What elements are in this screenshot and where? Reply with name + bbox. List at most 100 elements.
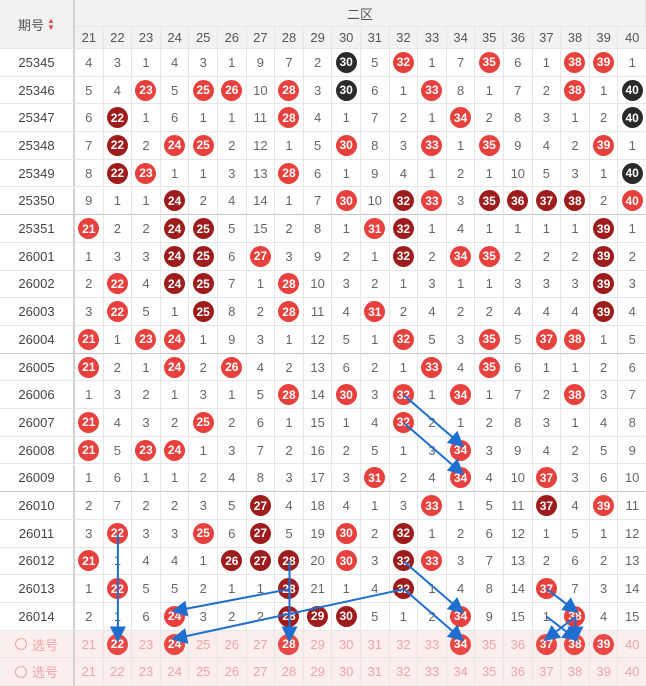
select-cell-27[interactable]: 27 xyxy=(246,630,276,659)
select-cell-24[interactable]: 24 xyxy=(160,658,190,686)
select-cell-25[interactable]: 25 xyxy=(189,630,218,659)
column-header-23[interactable]: 23 xyxy=(132,27,161,49)
radio-icon[interactable] xyxy=(14,638,27,651)
select-cell-30[interactable]: 30 xyxy=(332,658,361,686)
select-cell-34[interactable]: 34 xyxy=(446,658,476,686)
select-cell-22[interactable]: 22 xyxy=(103,658,133,686)
number-ball: 24 xyxy=(164,605,186,627)
select-cell-25[interactable]: 25 xyxy=(189,658,218,686)
column-header-31[interactable]: 31 xyxy=(361,27,390,49)
table-cell: 23 xyxy=(132,326,161,354)
table-cell: 23 xyxy=(132,76,161,105)
select-cell-28[interactable]: 28 xyxy=(275,658,304,686)
column-header-40[interactable]: 40 xyxy=(618,27,646,49)
select-cell-26[interactable]: 26 xyxy=(218,630,247,659)
table-cell: 1 xyxy=(332,104,361,133)
select-cell-40[interactable]: 40 xyxy=(618,630,646,659)
select-cell-29[interactable]: 29 xyxy=(303,658,333,686)
select-row-label[interactable]: 选号 xyxy=(0,630,75,659)
select-cell-21[interactable]: 21 xyxy=(75,630,104,659)
table-cell: 3 xyxy=(446,187,476,216)
select-cell-38[interactable]: 38 xyxy=(561,630,590,659)
column-header-32[interactable]: 32 xyxy=(389,27,419,49)
table-cell: 4 xyxy=(103,409,133,437)
column-header-35[interactable]: 35 xyxy=(475,27,504,49)
table-cell: 34 xyxy=(446,242,476,271)
number-ball: 22 xyxy=(106,134,128,156)
column-header-36[interactable]: 36 xyxy=(504,27,533,49)
sort-updown-icon[interactable]: ▲ ▼ xyxy=(47,16,55,32)
select-cell-35[interactable]: 35 xyxy=(475,658,504,686)
table-cell: 22 xyxy=(103,132,133,160)
number-ball: 30 xyxy=(335,190,357,212)
table-cell: 1 xyxy=(418,159,447,188)
table-cell: 1 xyxy=(618,49,646,77)
select-cell-29[interactable]: 29 xyxy=(303,630,333,659)
number-ball: 33 xyxy=(421,79,443,101)
select-cell-31[interactable]: 31 xyxy=(361,658,390,686)
issue-number: 25348 xyxy=(0,132,75,160)
table-cell: 4 xyxy=(332,492,361,520)
number-ball: 40 xyxy=(621,79,643,101)
column-header-24[interactable]: 24 xyxy=(160,27,190,49)
table-cell: 37 xyxy=(532,575,562,603)
column-header-39[interactable]: 39 xyxy=(589,27,619,49)
number-ball: 27 xyxy=(249,550,271,572)
select-cell-34[interactable]: 34 xyxy=(446,630,476,659)
table-cell: 2 xyxy=(561,242,590,271)
select-cell-30[interactable]: 30 xyxy=(332,630,361,659)
select-cell-37[interactable]: 37 xyxy=(532,658,562,686)
select-cell-40[interactable]: 40 xyxy=(618,658,646,686)
number-ball: 40 xyxy=(621,190,643,212)
number-ball: 22 xyxy=(106,578,128,600)
table-cell: 4 xyxy=(532,298,562,326)
column-header-26[interactable]: 26 xyxy=(218,27,247,49)
select-cell-23[interactable]: 23 xyxy=(132,630,161,659)
column-header-34[interactable]: 34 xyxy=(446,27,476,49)
select-label: 选号 xyxy=(31,637,58,653)
number-ball: 24 xyxy=(164,356,186,378)
select-cell-36[interactable]: 36 xyxy=(504,658,533,686)
table-cell: 2 xyxy=(532,76,562,105)
number-ball: 31 xyxy=(364,218,386,240)
select-cell-38[interactable]: 38 xyxy=(561,658,590,686)
column-header-27[interactable]: 27 xyxy=(246,27,276,49)
select-cell-32[interactable]: 32 xyxy=(389,658,419,686)
select-cell-27[interactable]: 27 xyxy=(246,658,276,686)
issue-header[interactable]: 期号 ▲ ▼ xyxy=(0,0,75,49)
select-cell-24[interactable]: 24 xyxy=(160,630,190,659)
table-cell: 22 xyxy=(103,298,133,326)
table-cell: 11 xyxy=(618,492,646,520)
number-ball: 28 xyxy=(278,578,300,600)
select-cell-22[interactable]: 22 xyxy=(103,630,133,659)
select-cell-23[interactable]: 23 xyxy=(132,658,161,686)
select-cell-31[interactable]: 31 xyxy=(361,630,390,659)
column-header-29[interactable]: 29 xyxy=(303,27,333,49)
select-cell-35[interactable]: 35 xyxy=(475,630,504,659)
column-header-28[interactable]: 28 xyxy=(275,27,304,49)
column-header-38[interactable]: 38 xyxy=(561,27,590,49)
select-cell-26[interactable]: 26 xyxy=(218,658,247,686)
radio-icon[interactable] xyxy=(14,665,27,678)
select-row-label[interactable]: 选号 xyxy=(0,658,75,686)
select-cell-28[interactable]: 28 xyxy=(275,630,304,659)
select-cell-33[interactable]: 33 xyxy=(418,658,447,686)
table-cell: 8 xyxy=(618,409,646,437)
table-cell: 33 xyxy=(418,76,447,105)
table-cell: 7 xyxy=(218,270,247,299)
number-ball: 24 xyxy=(164,273,186,295)
table-cell: 2 xyxy=(103,215,133,243)
column-header-25[interactable]: 25 xyxy=(189,27,218,49)
column-header-37[interactable]: 37 xyxy=(532,27,562,49)
select-cell-37[interactable]: 37 xyxy=(532,630,562,659)
column-header-30[interactable]: 30 xyxy=(332,27,361,49)
select-cell-36[interactable]: 36 xyxy=(504,630,533,659)
select-cell-33[interactable]: 33 xyxy=(418,630,447,659)
select-cell-39[interactable]: 39 xyxy=(589,658,619,686)
select-cell-32[interactable]: 32 xyxy=(389,630,419,659)
column-header-21[interactable]: 21 xyxy=(75,27,104,49)
column-header-22[interactable]: 22 xyxy=(103,27,133,49)
column-header-33[interactable]: 33 xyxy=(418,27,447,49)
select-cell-39[interactable]: 39 xyxy=(589,630,619,659)
select-cell-21[interactable]: 21 xyxy=(75,658,104,686)
